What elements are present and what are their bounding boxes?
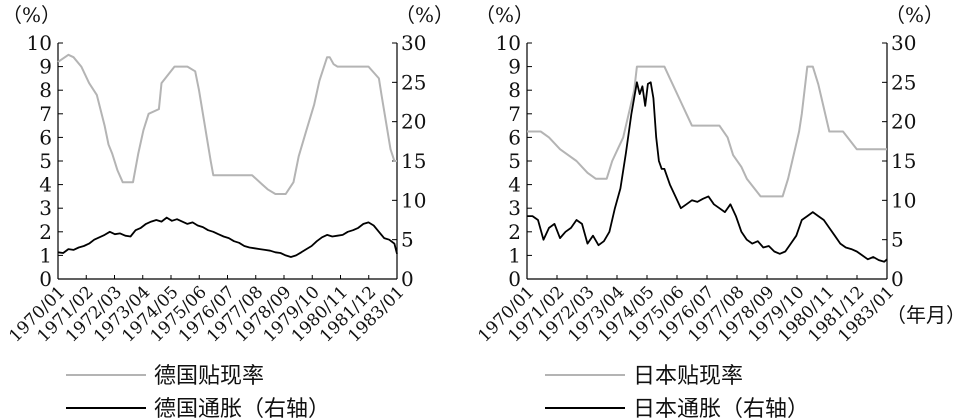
left-tick-label: 7: [39, 102, 52, 126]
legend-label-2: 德国通胀（右轴）: [154, 397, 330, 420]
left-tick-label: 8: [508, 78, 521, 102]
right-tick-label: 15: [891, 149, 916, 173]
left-tick-label: 4: [508, 173, 521, 197]
left-tick-label: 1: [39, 243, 52, 267]
left-tick-label: 0: [508, 267, 521, 291]
series-line-1: [57, 53, 397, 195]
left-tick-label: 10: [496, 31, 521, 55]
right-axis-unit: （%）: [395, 3, 454, 27]
legend-label-1: 日本贴现率: [633, 364, 743, 389]
right-tick-label: 20: [891, 110, 916, 134]
chart-panel-2: （%） （%）0123456789100510152025301970/01197…: [474, 3, 966, 420]
series-line-2: [57, 216, 398, 258]
left-tick-label: 0: [39, 267, 52, 291]
left-tick-label: 5: [39, 149, 52, 173]
x-axis-unit: （年月）: [886, 303, 966, 327]
right-tick-label: 25: [401, 70, 426, 94]
right-axis-unit: （%）: [885, 3, 944, 27]
left-tick-label: 6: [39, 125, 52, 149]
right-tick-label: 20: [401, 110, 426, 134]
legend-label-2: 日本通胀（右轴）: [633, 397, 809, 420]
left-tick-label: 2: [508, 220, 521, 244]
left-tick-label: 3: [508, 196, 521, 220]
right-tick-label: 15: [401, 149, 426, 173]
right-tick-label: 0: [891, 267, 904, 291]
left-axis-unit: （%）: [475, 3, 534, 27]
right-tick-label: 25: [891, 70, 916, 94]
legend-label-1: 德国贴现率: [154, 364, 264, 389]
left-tick-label: 1: [508, 243, 521, 267]
left-tick-label: 4: [39, 173, 52, 197]
left-tick-label: 5: [508, 149, 521, 173]
left-tick-label: 9: [39, 55, 52, 79]
left-tick-label: 8: [39, 78, 52, 102]
left-tick-label: 6: [508, 125, 521, 149]
right-tick-label: 5: [401, 228, 414, 252]
left-tick-label: 7: [508, 102, 521, 126]
left-tick-label: 3: [39, 196, 52, 220]
left-tick-label: 10: [27, 31, 52, 55]
series-line-2: [527, 81, 888, 263]
left-tick-label: 9: [508, 55, 521, 79]
right-tick-label: 10: [891, 188, 916, 212]
right-tick-label: 5: [891, 228, 904, 252]
right-tick-label: 30: [401, 31, 426, 55]
right-tick-label: 10: [401, 188, 426, 212]
series-line-1: [527, 65, 887, 198]
left-axis-unit: （%）: [2, 3, 61, 27]
right-tick-label: 30: [891, 31, 916, 55]
right-tick-label: 0: [401, 267, 414, 291]
chart-panel-1: （%） （%）0123456789100510152025301970/01197…: [2, 3, 454, 420]
left-tick-label: 2: [39, 220, 52, 244]
